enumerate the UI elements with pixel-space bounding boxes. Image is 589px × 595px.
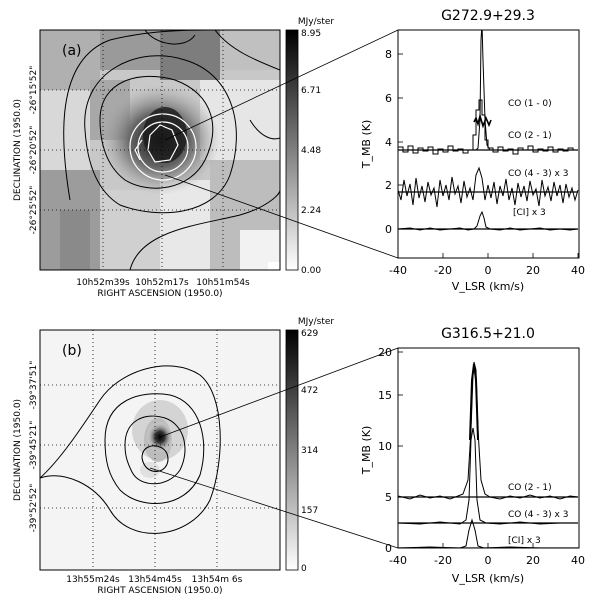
panel-label-b: (b) — [62, 343, 82, 359]
colorbar-unit-b: MJy/ster — [298, 317, 335, 327]
panel-b: (b) 13h55m24s 13h54m45s 13h54m 6s RIGHT … — [13, 317, 585, 595]
ra-label-b: RIGHT ASCENSION (1950.0) — [97, 586, 222, 595]
panel-label-a: (a) — [62, 43, 82, 59]
dec-tick-a-2: -26°25'52" — [29, 186, 39, 235]
ra-tick-b-2: 13h54m 6s — [192, 575, 243, 585]
ytick-a-1: 2 — [385, 179, 392, 192]
colorbar-a: MJy/ster 8.95 6.71 4.48 2.24 0.00 — [285, 17, 335, 276]
white-contours-a — [129, 113, 197, 181]
xtick-a-0: -40 — [389, 264, 407, 277]
map-a — [40, 30, 280, 270]
connector-a-top — [164, 29, 399, 141]
ytick-b-0: 0 — [385, 542, 392, 555]
ytick-b-2: 10 — [378, 440, 392, 453]
source-title-b: G316.5+21.0 — [441, 326, 535, 342]
ylabel-b: T_MB (K) — [360, 426, 373, 476]
panel-a: (a) 10h52m39s 10h52m17s 10h51m54s RIGHT … — [13, 8, 585, 299]
contours-b — [40, 365, 221, 534]
cbar-tick-b-3: 157 — [301, 506, 318, 516]
colorbar-unit-a: MJy/ster — [298, 17, 335, 27]
ytick-a-0: 0 — [385, 223, 392, 236]
xtick-b-2: 0 — [485, 554, 492, 567]
ra-tick-a-1: 10h52m17s — [135, 278, 189, 288]
dec-tick-a-0: -26°15'52" — [29, 66, 39, 115]
spectrum-b: G316.5+21.0 0 5 10 15 20 -40 -20 0 20 40… — [360, 326, 585, 585]
ytick-a-4: 8 — [385, 48, 392, 61]
connector-a-bottom — [164, 174, 399, 259]
grid-b — [40, 330, 280, 570]
dec-tick-b-1: -39°45'21" — [29, 421, 39, 470]
xlabel-a: V_LSR (km/s) — [452, 280, 524, 293]
colorbar-b: MJy/ster 629 472 314 157 0 — [285, 317, 335, 574]
ra-tick-b-1: 13h54m45s — [128, 575, 182, 585]
xtick-a-3: 20 — [526, 264, 540, 277]
ytick-b-3: 15 — [378, 389, 392, 402]
ra-label-a: RIGHT ASCENSION (1950.0) — [97, 289, 222, 299]
grid-a — [40, 30, 280, 270]
xtick-a-2: 0 — [485, 264, 492, 277]
cbar-tick-b-0: 629 — [301, 329, 318, 339]
spectrum-a: G272.9+29.3 0 2 4 6 8 -40 -20 0 20 40 T_… — [360, 8, 585, 293]
xtick-b-1: -20 — [434, 554, 452, 567]
contours-a — [63, 30, 280, 270]
xtick-b-0: -40 — [389, 554, 407, 567]
ytick-b-1: 5 — [385, 491, 392, 504]
xlabel-b: V_LSR (km/s) — [452, 572, 524, 585]
line-label-b-2: [CI] x 3 — [508, 536, 541, 546]
line-label-a-1: CO (2 - 1) — [508, 131, 552, 141]
ytick-a-3: 6 — [385, 92, 392, 105]
cbar-tick-b-1: 472 — [301, 386, 318, 396]
cbar-tick-a-4: 0.00 — [301, 266, 321, 276]
connector-b-bottom — [149, 467, 399, 549]
cbar-tick-a-3: 2.24 — [301, 206, 321, 216]
xtick-b-4: 40 — [571, 554, 585, 567]
ra-tick-a-0: 10h52m39s — [76, 278, 130, 288]
ra-tick-b-0: 13h55m24s — [66, 575, 120, 585]
map-b-frame — [39, 329, 281, 571]
map-b — [40, 330, 280, 570]
dec-label-b: DECLINATION (1950.0) — [13, 399, 23, 501]
ytick-b-4: 20 — [378, 346, 392, 359]
cbar-tick-b-2: 314 — [301, 446, 318, 456]
dec-tick-b-2: -39°52'52" — [29, 484, 39, 533]
dec-label-a: DECLINATION (1950.0) — [13, 99, 23, 201]
connector-b-top — [159, 347, 399, 438]
ytick-a-2: 4 — [385, 136, 392, 149]
line-label-b-1: CO (4 - 3) x 3 — [508, 510, 568, 520]
line-label-b-0: CO (2 - 1) — [508, 483, 552, 493]
cbar-tick-a-0: 8.95 — [301, 29, 321, 39]
map-a-frame — [39, 29, 281, 271]
line-label-a-3: [CI] x 3 — [513, 208, 546, 218]
line-label-a-2: CO (4 - 3) x 3 — [508, 169, 568, 179]
cbar-tick-b-4: 0 — [301, 564, 307, 574]
cbar-tick-a-2: 4.48 — [301, 146, 321, 156]
xtick-b-3: 20 — [526, 554, 540, 567]
xtick-a-4: 40 — [571, 264, 585, 277]
cbar-tick-a-1: 6.71 — [301, 86, 321, 96]
dec-tick-a-1: -26°20'52" — [29, 126, 39, 175]
source-title-a: G272.9+29.3 — [441, 8, 535, 24]
ylabel-a: T_MB (K) — [360, 120, 373, 170]
dec-tick-b-0: -39°37'51" — [29, 361, 39, 410]
xtick-a-1: -20 — [434, 264, 452, 277]
line-label-a-0: CO (1 - 0) — [508, 99, 552, 109]
ra-tick-a-2: 10h51m54s — [196, 278, 250, 288]
